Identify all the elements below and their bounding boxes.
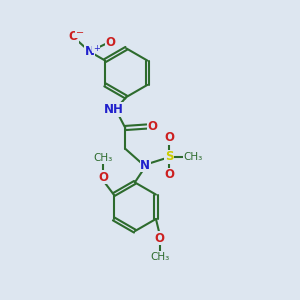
- Text: O: O: [154, 232, 164, 245]
- Text: O: O: [164, 131, 174, 144]
- Text: N: N: [140, 159, 150, 172]
- Text: O: O: [98, 171, 108, 184]
- Text: CH₃: CH₃: [184, 152, 203, 162]
- Text: NH: NH: [103, 103, 123, 116]
- Text: CH₃: CH₃: [94, 153, 113, 163]
- Text: +: +: [93, 44, 100, 52]
- Text: CH₃: CH₃: [150, 252, 169, 262]
- Text: S: S: [165, 150, 173, 163]
- Text: N: N: [85, 45, 95, 58]
- Text: −: −: [76, 28, 84, 38]
- Text: O: O: [148, 120, 158, 133]
- Text: O: O: [164, 168, 174, 181]
- Text: O: O: [106, 36, 116, 49]
- Text: O: O: [69, 30, 79, 43]
